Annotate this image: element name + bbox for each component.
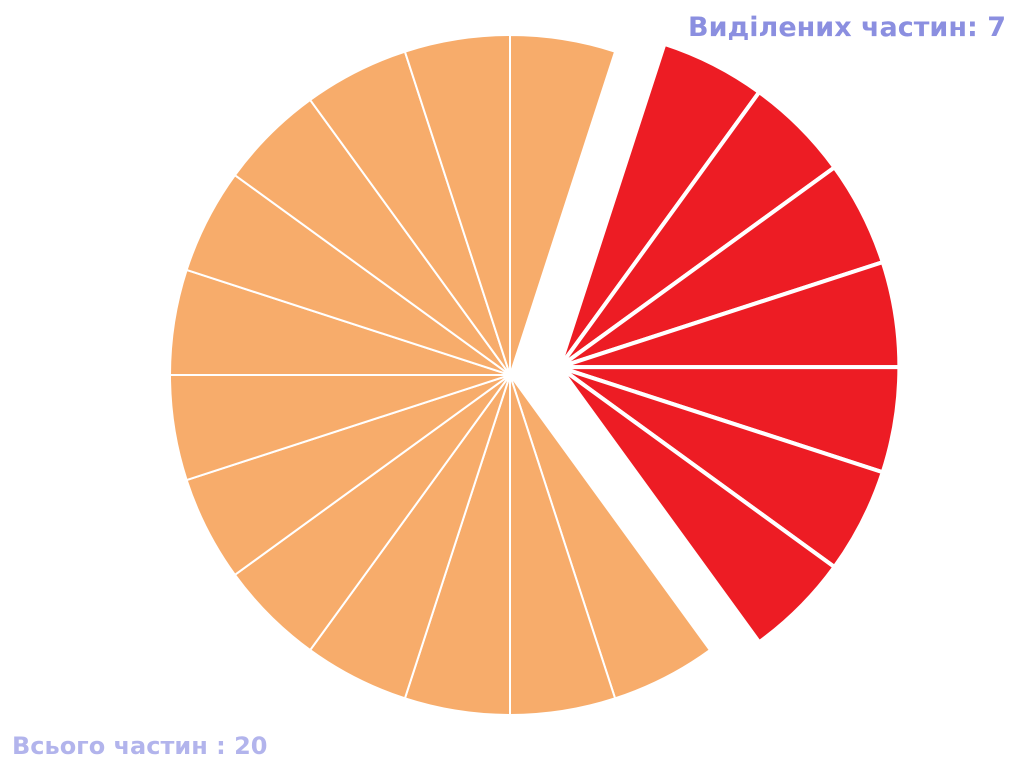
selected-parts-label: Виділених частин: 7 <box>687 12 1006 43</box>
total-parts-label: Всього частин : 20 <box>12 732 268 760</box>
unselected-sector-group <box>169 34 711 716</box>
selected-sector <box>557 365 837 645</box>
selected-sector-group <box>557 41 902 645</box>
unselected-sector <box>403 34 511 376</box>
